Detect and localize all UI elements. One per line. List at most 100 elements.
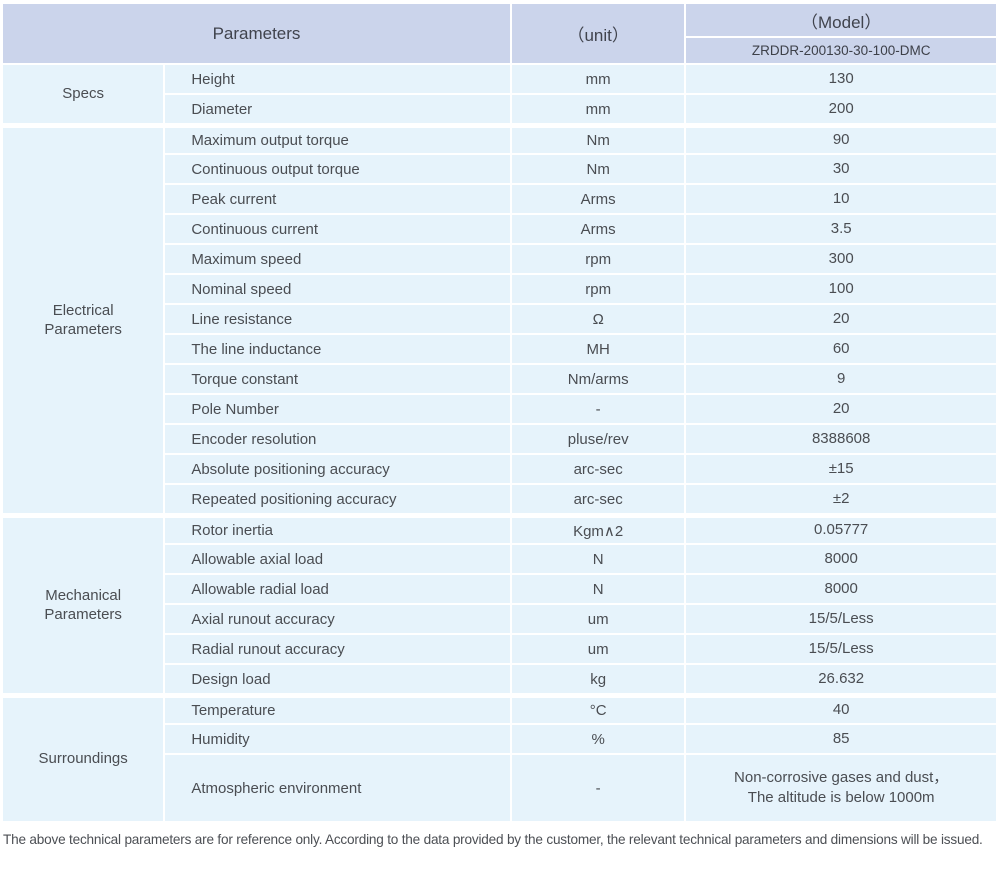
parameter-value: 100 <box>686 275 996 303</box>
table-row: Continuous current Arms 3.5 <box>3 215 996 243</box>
parameter-name: Diameter <box>165 95 510 123</box>
parameter-unit: Nm/arms <box>512 365 685 393</box>
table-row: Maximum speed rpm 300 <box>3 245 996 273</box>
parameter-value: ±2 <box>686 485 996 513</box>
parameter-unit: Kgm∧2 <box>512 515 685 543</box>
section-name: Mechanical Parameters <box>3 515 164 693</box>
table-row: Continuous output torque Nm 30 <box>3 155 996 183</box>
parameter-value: 20 <box>686 305 996 333</box>
parameter-value: 3.5 <box>686 215 996 243</box>
table-row: Pole Number -20 <box>3 395 996 423</box>
header-parameters: Parameters <box>3 4 510 63</box>
table-row: Radial runout accuracy um 15/5/Less <box>3 635 996 663</box>
parameter-value: 8000 <box>686 545 996 573</box>
parameter-unit: arc-sec <box>512 455 685 483</box>
parameter-name: Torque constant <box>165 365 510 393</box>
table-row: Surroundings Temperature °C 40 <box>3 695 996 821</box>
spec-table: Parameters （unit） （Model） ZRDDR-200130-3… <box>1 2 998 823</box>
parameter-unit: rpm <box>512 275 685 303</box>
parameter-unit: mm <box>512 95 685 123</box>
parameter-value: ±15 <box>686 455 996 483</box>
table-row: Specs Height mm 130 <box>3 65 996 123</box>
parameter-name: Temperature <box>165 695 510 723</box>
table-body: Specs Height mm 130 Diameter mm 200 Electrical … <box>3 65 996 821</box>
parameter-name: Radial runout accuracy <box>165 635 510 663</box>
parameter-name: Maximum output torque <box>165 125 510 153</box>
parameter-value: 300 <box>686 245 996 273</box>
parameter-value: Non-corrosive gases and dust， The altitu… <box>686 755 996 821</box>
parameter-unit: Arms <box>512 215 685 243</box>
table-row: Diameter mm 200 <box>3 95 996 123</box>
parameter-name: Encoder resolution <box>165 425 510 453</box>
parameter-unit: - <box>512 395 685 423</box>
parameter-unit: % <box>512 725 685 753</box>
table-row: Electrical Parameters Maximum output torq… <box>3 125 996 513</box>
parameter-name: Continuous current <box>165 215 510 243</box>
parameter-value: 200 <box>686 95 996 123</box>
parameter-unit: °C <box>512 695 685 723</box>
header-model: （Model） <box>686 4 996 36</box>
parameter-name: Line resistance <box>165 305 510 333</box>
table-header: Parameters （unit） （Model） ZRDDR-200130-3… <box>3 4 996 63</box>
parameter-unit: um <box>512 605 685 633</box>
parameter-unit: - <box>512 755 685 821</box>
parameter-value: 9 <box>686 365 996 393</box>
parameter-name: Height <box>165 65 510 93</box>
parameter-name: Repeated positioning accuracy <box>165 485 510 513</box>
table-row: Nominal speed rpm 100 <box>3 275 996 303</box>
parameter-name: Absolute positioning accuracy <box>165 455 510 483</box>
parameter-name: Continuous output torque <box>165 155 510 183</box>
parameter-value: 15/5/Less <box>686 635 996 663</box>
parameter-value: 8000 <box>686 575 996 603</box>
table-row: Torque constant Nm/arms 9 <box>3 365 996 393</box>
header-unit: （unit） <box>512 4 685 63</box>
parameter-unit: N <box>512 545 685 573</box>
parameter-name: Peak current <box>165 185 510 213</box>
parameter-value: 26.632 <box>686 665 996 693</box>
parameter-name: Axial runout accuracy <box>165 605 510 633</box>
parameter-value: 10 <box>686 185 996 213</box>
parameter-value: 40 <box>686 695 996 723</box>
parameter-value: 8388608 <box>686 425 996 453</box>
table-row: Allowable radial load N 8000 <box>3 575 996 603</box>
table-row: Atmospheric environment - Non-corrosive ga… <box>3 755 996 821</box>
parameter-value: 60 <box>686 335 996 363</box>
parameter-unit: MH <box>512 335 685 363</box>
table-row: Humidity% 85 <box>3 725 996 753</box>
table-row: Axial runout accuracy um 15/5/Less <box>3 605 996 633</box>
header-model-value: ZRDDR-200130-30-100-DMC <box>686 38 996 63</box>
parameter-unit: Arms <box>512 185 685 213</box>
footnote-text: The above technical parameters are for r… <box>3 832 983 847</box>
table-row: The line inductance MH 60 <box>3 335 996 363</box>
table-row: Line resistance Ω 20 <box>3 305 996 333</box>
parameter-unit: Ω <box>512 305 685 333</box>
table-row: Mechanical Parameters Rotor inertia Kgm∧2 0… <box>3 515 996 693</box>
parameter-name: Maximum speed <box>165 245 510 273</box>
parameter-unit: kg <box>512 665 685 693</box>
parameter-name: Humidity <box>165 725 510 753</box>
table-row: Encoder resolution pluse/rev 8388608 <box>3 425 996 453</box>
parameter-name: Atmospheric environment <box>165 755 510 821</box>
parameter-value: 130 <box>686 65 996 93</box>
parameter-unit: arc-sec <box>512 485 685 513</box>
parameter-unit: mm <box>512 65 685 93</box>
parameter-name: Pole Number <box>165 395 510 423</box>
parameter-value: 0.05777 <box>686 515 996 543</box>
parameter-name: Rotor inertia <box>165 515 510 543</box>
parameter-name: Allowable radial load <box>165 575 510 603</box>
parameter-name: Allowable axial load <box>165 545 510 573</box>
section-name: Specs <box>3 65 164 123</box>
parameter-value: 85 <box>686 725 996 753</box>
parameter-value: 20 <box>686 395 996 423</box>
parameter-value: 90 <box>686 125 996 153</box>
parameter-unit: N <box>512 575 685 603</box>
parameter-name: Nominal speed <box>165 275 510 303</box>
section-name: Surroundings <box>3 695 164 821</box>
table-row: Peak current Arms 10 <box>3 185 996 213</box>
parameter-unit: Nm <box>512 125 685 153</box>
table-row: Repeated positioning accuracy arc-sec ±2 <box>3 485 996 513</box>
parameter-name: Design load <box>165 665 510 693</box>
parameter-unit: Nm <box>512 155 685 183</box>
parameter-value: 30 <box>686 155 996 183</box>
